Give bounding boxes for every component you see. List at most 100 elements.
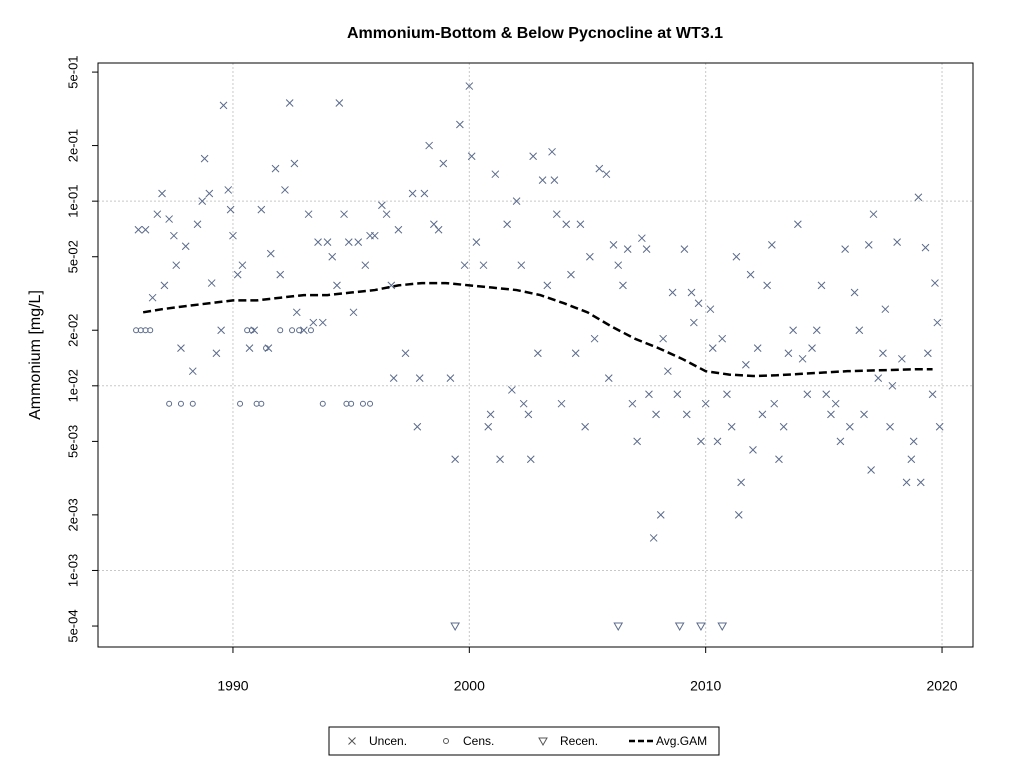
point	[831, 399, 840, 408]
point	[401, 349, 410, 358]
point	[141, 225, 150, 234]
y-axis-label: Ammonium [mg/L]	[27, 290, 44, 420]
point	[557, 399, 566, 408]
point	[166, 400, 173, 407]
point	[370, 231, 379, 240]
point	[928, 390, 937, 399]
point	[443, 738, 449, 744]
point	[749, 445, 757, 454]
point	[354, 238, 363, 246]
point	[864, 240, 873, 249]
point	[359, 400, 366, 407]
point	[160, 281, 169, 290]
point	[609, 240, 618, 249]
point	[309, 318, 318, 327]
point	[734, 511, 743, 519]
point	[706, 305, 715, 314]
point	[344, 238, 353, 246]
point	[673, 390, 682, 399]
point	[472, 238, 481, 246]
point	[307, 327, 314, 334]
point	[718, 334, 727, 343]
point	[768, 240, 776, 249]
point	[148, 293, 157, 302]
point	[775, 455, 783, 464]
point	[898, 354, 906, 363]
point	[916, 478, 925, 487]
point	[881, 305, 890, 314]
point	[595, 164, 604, 173]
point	[349, 308, 358, 317]
point	[656, 511, 665, 519]
point	[538, 737, 548, 747]
point	[652, 410, 660, 419]
point	[931, 279, 939, 287]
point	[323, 238, 332, 246]
point	[567, 270, 575, 279]
point	[465, 82, 474, 90]
point	[763, 281, 771, 290]
point	[207, 279, 216, 287]
point	[696, 622, 706, 632]
point	[571, 349, 580, 358]
point	[212, 349, 221, 358]
legend-label: Uncen.	[369, 734, 407, 748]
point	[147, 327, 154, 334]
point	[770, 399, 779, 408]
point	[177, 400, 184, 407]
point	[708, 344, 717, 352]
point	[737, 478, 745, 487]
point	[177, 344, 185, 352]
legend-box	[328, 726, 720, 756]
point	[784, 349, 793, 358]
point	[519, 399, 528, 408]
point	[723, 390, 731, 399]
gam-line	[142, 281, 933, 378]
point	[907, 455, 916, 464]
y-tick-label: 5e-01	[65, 55, 80, 88]
point	[613, 622, 624, 632]
y-tick-label: 1e-01	[65, 185, 80, 218]
point	[217, 326, 225, 335]
point	[935, 422, 944, 431]
point	[727, 422, 736, 431]
point	[602, 170, 611, 179]
y-tick-label: 2e-01	[65, 129, 80, 162]
point	[382, 210, 391, 219]
plot-frame	[97, 62, 974, 648]
point	[753, 344, 762, 352]
point	[484, 422, 493, 431]
point	[526, 455, 535, 464]
point	[292, 308, 301, 317]
point	[200, 154, 209, 163]
legend-label: Recen.	[560, 734, 598, 748]
point	[289, 327, 296, 334]
point	[188, 367, 197, 376]
point	[467, 152, 476, 161]
point	[590, 334, 599, 343]
point	[172, 261, 181, 270]
point	[860, 410, 868, 419]
point	[281, 186, 289, 194]
point	[277, 327, 284, 334]
point	[576, 220, 585, 229]
point	[827, 410, 835, 419]
y-tick-label: 5e-02	[65, 240, 80, 273]
point	[694, 299, 703, 308]
point	[266, 249, 275, 258]
point	[257, 205, 266, 214]
point	[717, 622, 728, 632]
point	[909, 437, 918, 446]
point	[439, 159, 448, 168]
point	[304, 210, 313, 219]
x-tick-label: 2010	[690, 678, 721, 694]
point	[869, 210, 878, 219]
point	[361, 261, 370, 270]
point	[534, 349, 542, 358]
point	[836, 437, 845, 446]
point	[486, 410, 495, 419]
point	[189, 400, 196, 407]
point	[420, 189, 429, 198]
point	[638, 234, 646, 243]
point	[668, 288, 677, 297]
